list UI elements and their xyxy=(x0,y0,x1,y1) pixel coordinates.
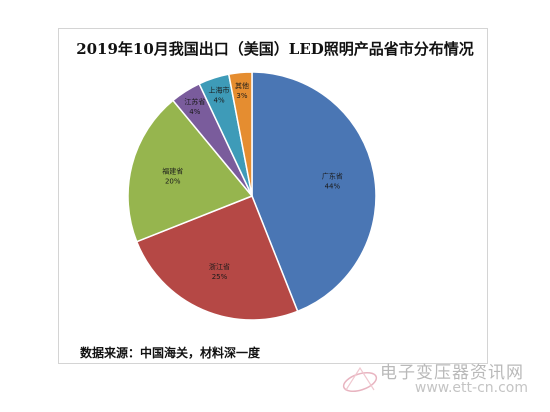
watermark-url: www.ett-cn.com xyxy=(414,380,528,396)
pie-slice-label-2: 福建省 xyxy=(162,167,183,176)
pie-slice-value-4: 4% xyxy=(213,97,224,105)
pie-slice-5 xyxy=(227,71,253,197)
chart-title: 2019年10月我国出口（美国）LED照明产品省市分布情况 xyxy=(76,40,474,58)
pie-slice-value-5: 3% xyxy=(236,92,247,100)
pie-slice-label-3: 江苏省 xyxy=(184,97,205,106)
pie-slice-2 xyxy=(127,99,254,243)
pie-slice-value-0: 44% xyxy=(325,183,341,191)
watermark-logo-icon xyxy=(342,366,378,392)
pie-slice-label-4: 上海市 xyxy=(209,86,230,95)
watermark-site-name: 电子变压器资讯网 xyxy=(380,363,524,383)
pie-slice-value-1: 25% xyxy=(212,273,228,281)
pie-slice-value-2: 20% xyxy=(165,178,181,186)
pie-slice-label-5: 其他 xyxy=(235,81,249,90)
pie-slice-1 xyxy=(135,195,299,321)
source-note: 数据来源：中国海关，材料深一度 xyxy=(80,346,261,360)
pie-slice-0 xyxy=(251,71,377,313)
pie-slice-value-3: 4% xyxy=(189,108,200,116)
pie-slice-label-0: 广东省 xyxy=(322,172,343,181)
pie-slice-label-1: 浙江省 xyxy=(209,262,230,271)
